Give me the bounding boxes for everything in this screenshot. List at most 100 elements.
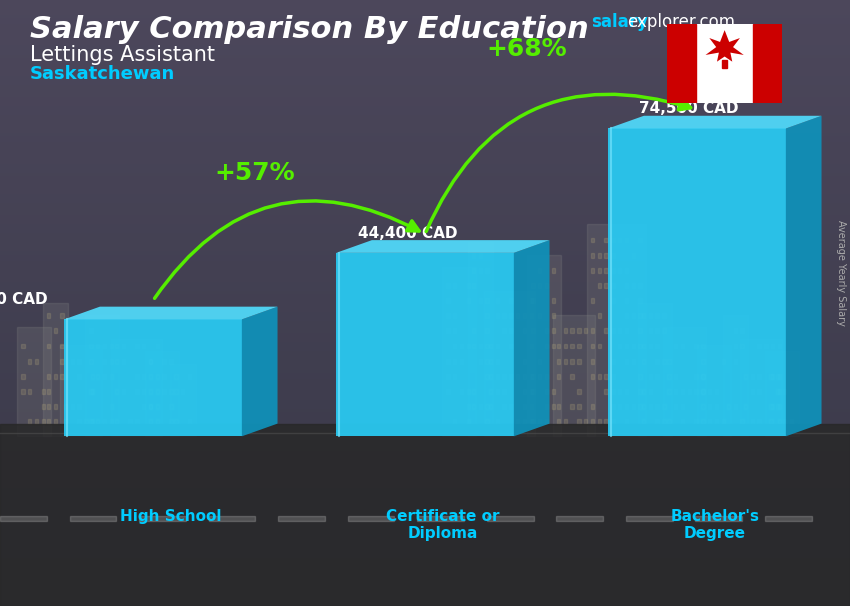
Bar xyxy=(611,374,615,379)
Bar xyxy=(110,404,113,409)
Bar xyxy=(598,313,601,318)
Bar xyxy=(591,238,594,242)
Bar xyxy=(170,364,196,436)
Bar xyxy=(632,253,635,258)
Bar xyxy=(509,328,513,333)
Bar xyxy=(496,389,499,394)
Bar xyxy=(47,344,50,348)
Bar xyxy=(564,344,567,348)
Bar xyxy=(701,404,705,409)
Bar xyxy=(278,516,325,521)
Bar xyxy=(149,419,152,424)
Bar xyxy=(523,404,526,409)
Bar xyxy=(89,344,93,348)
Bar xyxy=(694,344,698,348)
Bar xyxy=(778,404,781,409)
Bar xyxy=(642,359,645,364)
Bar xyxy=(509,298,513,303)
Text: +57%: +57% xyxy=(215,161,295,185)
Bar xyxy=(751,374,754,379)
Bar xyxy=(446,374,450,379)
Bar xyxy=(496,419,499,424)
Bar xyxy=(538,268,541,273)
Bar xyxy=(453,374,456,379)
Bar xyxy=(467,389,470,394)
Bar xyxy=(47,374,50,379)
Bar xyxy=(142,374,145,379)
Bar xyxy=(60,344,64,348)
Text: Certificate or
Diploma: Certificate or Diploma xyxy=(386,509,500,541)
Bar xyxy=(472,344,475,348)
Polygon shape xyxy=(706,30,744,62)
Bar xyxy=(149,404,152,409)
Bar xyxy=(156,404,159,409)
Bar xyxy=(523,389,526,394)
Bar xyxy=(611,268,615,273)
Polygon shape xyxy=(336,253,513,436)
Bar xyxy=(701,419,705,424)
Bar xyxy=(77,404,81,409)
Bar xyxy=(674,344,677,348)
Bar xyxy=(598,283,601,288)
Bar xyxy=(21,389,25,394)
Bar xyxy=(740,328,744,333)
Bar xyxy=(28,359,31,364)
Bar xyxy=(552,328,555,333)
Bar xyxy=(591,253,594,258)
Bar xyxy=(110,344,113,348)
Bar xyxy=(530,374,533,379)
Bar xyxy=(64,419,67,424)
Bar xyxy=(156,344,159,348)
Bar xyxy=(618,268,621,273)
Bar xyxy=(674,389,677,394)
Bar xyxy=(96,374,99,379)
Bar xyxy=(446,359,450,364)
Bar xyxy=(489,374,492,379)
Text: 74,500 CAD: 74,500 CAD xyxy=(638,101,739,116)
Bar xyxy=(552,313,555,318)
Bar xyxy=(662,313,666,318)
Bar xyxy=(42,389,45,394)
Bar xyxy=(509,344,513,348)
Bar xyxy=(744,404,747,409)
Text: 28,300 CAD: 28,300 CAD xyxy=(0,292,47,307)
Bar xyxy=(577,344,581,348)
Bar xyxy=(688,389,691,394)
Bar xyxy=(618,238,621,242)
Bar xyxy=(625,419,628,424)
Bar xyxy=(694,374,698,379)
Bar xyxy=(715,419,718,424)
Bar xyxy=(740,344,744,348)
Bar xyxy=(485,313,489,318)
Bar xyxy=(496,359,499,364)
Bar xyxy=(638,298,642,303)
Bar xyxy=(625,404,628,409)
Bar xyxy=(467,344,470,348)
Bar xyxy=(649,313,652,318)
Bar xyxy=(47,419,50,424)
Bar xyxy=(467,283,470,288)
Bar xyxy=(174,374,178,379)
Bar xyxy=(442,267,476,436)
Bar xyxy=(545,389,548,394)
Text: 44,400 CAD: 44,400 CAD xyxy=(358,226,458,241)
Bar xyxy=(77,359,81,364)
Bar xyxy=(697,345,731,436)
Bar xyxy=(681,419,684,424)
Bar xyxy=(472,268,475,273)
Bar xyxy=(489,359,492,364)
Bar xyxy=(460,389,463,394)
Bar xyxy=(538,359,541,364)
Bar xyxy=(453,359,456,364)
Bar xyxy=(156,389,159,394)
Bar xyxy=(446,313,450,318)
Bar xyxy=(135,419,139,424)
Bar xyxy=(103,344,106,348)
Bar xyxy=(604,238,608,242)
Bar xyxy=(487,516,534,521)
Bar xyxy=(552,315,595,436)
Bar xyxy=(60,374,64,379)
Bar xyxy=(174,419,178,424)
Bar xyxy=(751,389,754,394)
Bar xyxy=(496,344,499,348)
